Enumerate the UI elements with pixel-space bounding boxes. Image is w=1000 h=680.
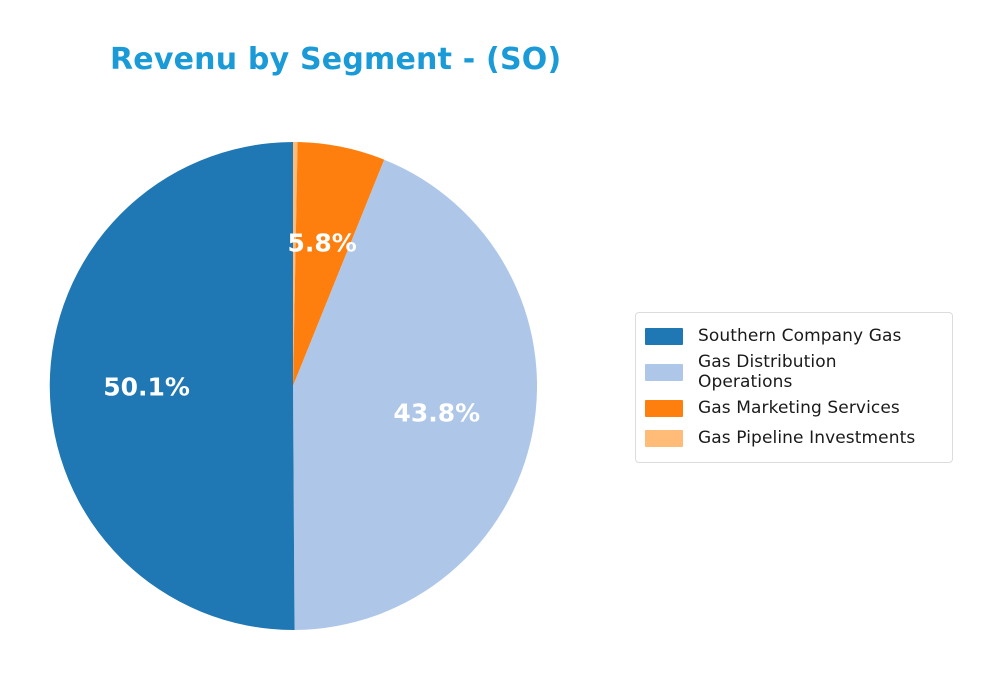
pie-slice-percent-label: 5.8% (287, 228, 357, 257)
legend-item-gas-marketing-services[interactable]: Gas Marketing Services (645, 393, 943, 423)
legend-swatch-gas-marketing-services (645, 399, 683, 417)
legend-swatch-gas-pipeline-investments (645, 429, 683, 447)
legend-item-gas-pipeline-investments[interactable]: Gas Pipeline Investments (645, 423, 943, 453)
legend-swatch-southern-company-gas (645, 327, 683, 345)
pie-svg (49, 141, 538, 631)
pie-slice[interactable] (293, 159, 538, 630)
legend-label-gas-marketing-services: Gas Marketing Services (698, 398, 900, 418)
pie-slice[interactable] (49, 142, 295, 631)
legend-label-southern-company-gas: Southern Company Gas (698, 326, 902, 346)
chart-title: Revenu by Segment - (SO) (110, 42, 562, 77)
pie-plot-area: 5.8% 43.8% 50.1% (49, 141, 538, 631)
pie-slices-group (49, 141, 538, 631)
legend-box: Southern Company Gas Gas Distribution Op… (635, 312, 953, 463)
legend-item-gas-distribution-operations[interactable]: Gas Distribution Operations (645, 351, 943, 393)
pie-slice-percent-label: 43.8% (393, 398, 481, 428)
pie-slice[interactable] (293, 141, 298, 386)
legend-item-southern-company-gas[interactable]: Southern Company Gas (645, 321, 943, 351)
legend-swatch-gas-distribution-operations (645, 363, 683, 381)
pie-slice-percent-label: 50.1% (103, 372, 190, 401)
pie-slice[interactable] (293, 142, 385, 386)
legend-label-gas-distribution-operations: Gas Distribution Operations (698, 352, 837, 392)
legend-label-gas-pipeline-investments: Gas Pipeline Investments (698, 428, 916, 448)
